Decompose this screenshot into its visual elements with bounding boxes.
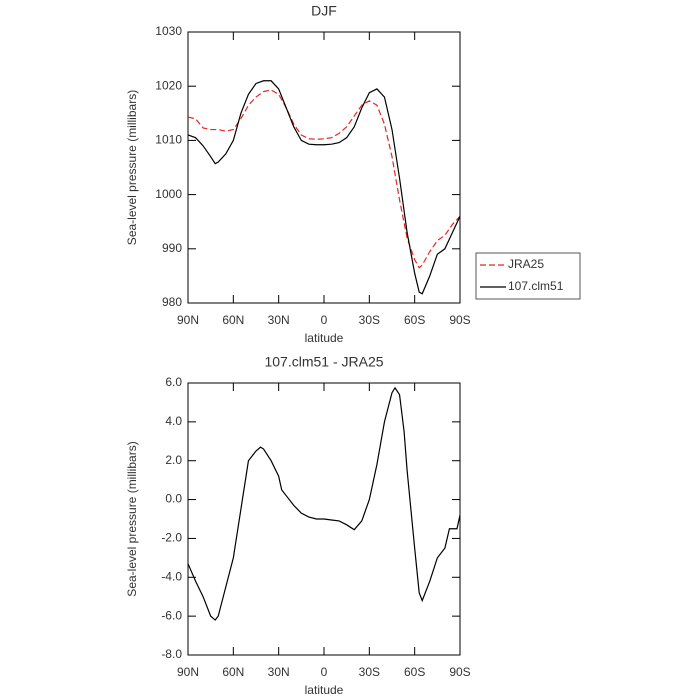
y-tick-label: 1010 — [155, 133, 182, 147]
y-tick-label: 1020 — [155, 78, 182, 92]
legend-box — [475, 252, 581, 300]
x-tick-label: 60S — [404, 313, 425, 327]
x-tick-label: 60S — [404, 665, 425, 679]
x-tick-label: 90S — [449, 313, 470, 327]
y-tick-label: -4.0 — [161, 569, 182, 583]
x-tick-label: 90N — [177, 665, 199, 679]
x-tick-label: 30S — [359, 665, 380, 679]
y-tick-label: -6.0 — [161, 608, 182, 622]
x-tick-label: 90S — [449, 665, 470, 679]
x-axis-label: latitude — [305, 331, 344, 345]
x-tick-label: 60N — [222, 665, 244, 679]
y-axis-label: Sea-level pressure (millibars) — [125, 90, 139, 245]
plot-frame — [187, 31, 461, 304]
y-tick-label: 6.0 — [165, 375, 182, 389]
y-tick-label: 4.0 — [165, 414, 182, 428]
y-tick-label: 990 — [162, 241, 182, 255]
y-tick-label: 980 — [162, 295, 182, 309]
x-tick-label: 30N — [268, 665, 290, 679]
chart-title: 107.clm51 - JRA25 — [264, 354, 383, 370]
legend-label: 107.clm51 — [508, 279, 564, 293]
x-tick-label: 90N — [177, 313, 199, 327]
x-tick-label: 0 — [321, 313, 328, 327]
y-tick-label: 1030 — [155, 24, 182, 38]
y-axis-label: Sea-level pressure (millibars) — [125, 441, 139, 596]
data-line — [187, 80, 461, 295]
y-tick-label: -2.0 — [161, 531, 182, 545]
data-line — [187, 89, 461, 269]
x-tick-label: 30N — [268, 313, 290, 327]
legend-label: JRA25 — [508, 257, 544, 271]
x-axis-label: latitude — [305, 683, 344, 697]
x-tick-label: 60N — [222, 313, 244, 327]
chart-title: DJF — [311, 3, 337, 19]
y-tick-label: 2.0 — [165, 453, 182, 467]
x-tick-label: 30S — [359, 313, 380, 327]
y-tick-label: 1000 — [155, 187, 182, 201]
y-tick-label: -8.0 — [161, 647, 182, 661]
y-tick-label: 0.0 — [165, 492, 182, 506]
data-line — [187, 386, 461, 621]
x-tick-label: 0 — [321, 665, 328, 679]
